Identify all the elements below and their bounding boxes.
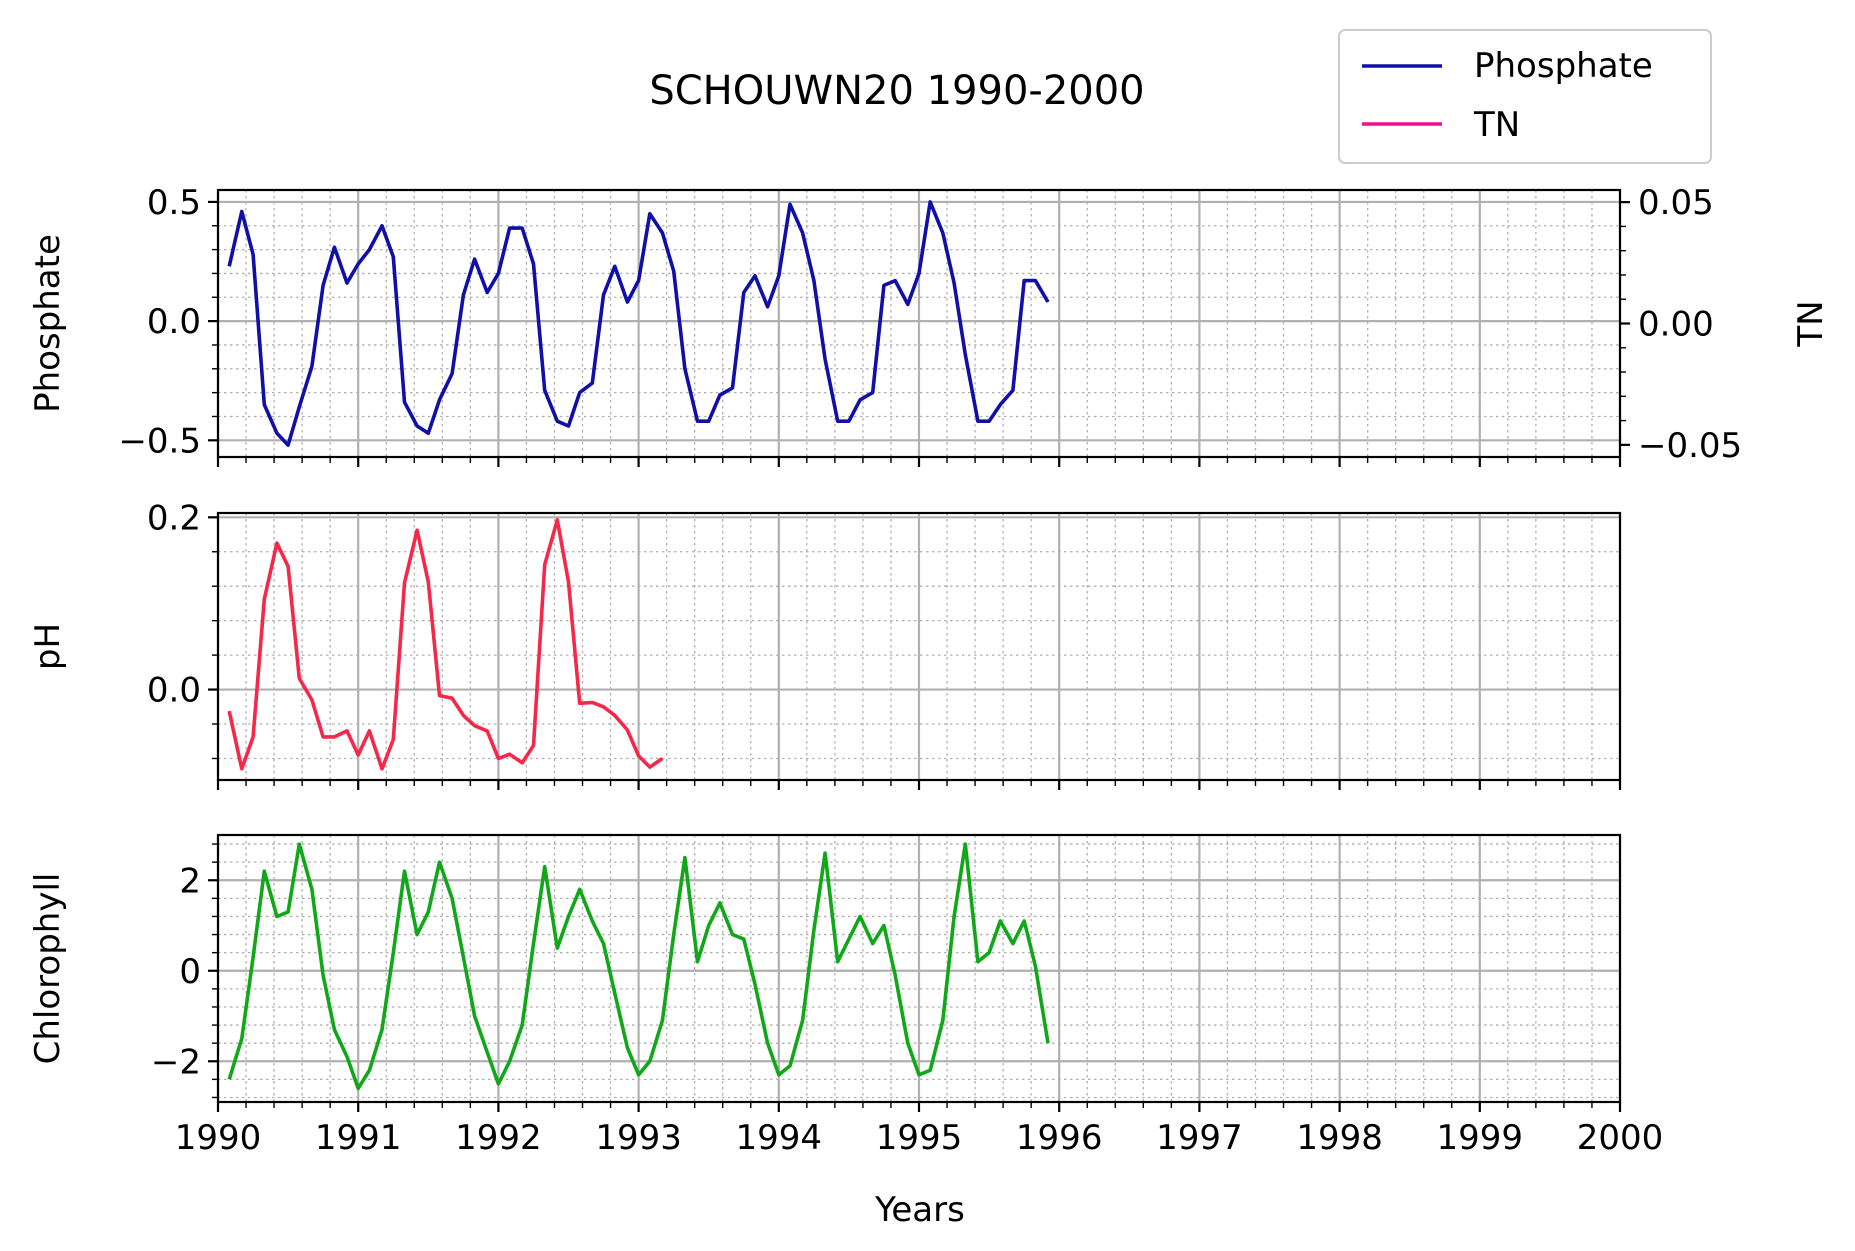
x-tick-label: 1990 — [175, 1118, 262, 1158]
series-line-ph — [227, 518, 664, 771]
panels: −0.5 0.0 0.5 −0.05 0.00 0.05 TN Phosphate 0.0 0.2… — [28, 183, 1831, 1158]
y2-tick-label: 0.05 — [1638, 183, 1714, 223]
x-tick-label: 1994 — [736, 1118, 823, 1158]
panel-chlorophyll: −2 0 2 Chlorophyll 1990 1991 1992 1993 1994 1995 1… — [28, 833, 1664, 1158]
x-tick-label: 1993 — [595, 1118, 682, 1158]
plot-frame — [216, 188, 1622, 459]
legend-label-phosphate: Phosphate — [1474, 46, 1653, 86]
y2-tick-label: −0.05 — [1638, 426, 1742, 466]
plot-frame — [216, 511, 1622, 782]
legend-box — [1338, 29, 1712, 164]
y-tick-label: 0.2 — [147, 498, 201, 538]
series-line-chlorophyll — [227, 842, 1050, 1091]
y-tick-label: 0.0 — [147, 302, 201, 342]
y-tick-label: 0 — [179, 952, 201, 992]
x-tick-label: 1996 — [1016, 1118, 1103, 1158]
x-tick-label: 1992 — [455, 1118, 542, 1158]
chart-title: SCHOUWN20 1990-2000 — [649, 68, 1144, 114]
y-axis-label: pH — [28, 623, 68, 670]
y-tick-label: 2 — [179, 861, 201, 901]
legend-label-tn: TN — [1473, 105, 1520, 145]
y2-tick-label: 0.00 — [1638, 305, 1714, 345]
panel-phosphate: −0.5 0.0 0.5 −0.05 0.00 0.05 TN Phosphate — [28, 183, 1831, 467]
x-tick-label: 1995 — [876, 1118, 963, 1158]
x-axis-label: Years — [874, 1190, 965, 1230]
y-axis-label: Chlorophyll — [28, 873, 68, 1065]
y-tick-label: 0.5 — [147, 183, 201, 223]
series-line-phosphate — [227, 200, 1050, 447]
panel-ph: 0.0 0.2 pH — [28, 498, 1622, 790]
x-tick-label: 1991 — [315, 1118, 402, 1158]
plot-frame — [216, 833, 1622, 1104]
legend: Phosphate TN — [1338, 29, 1712, 164]
y-tick-label: −2 — [151, 1042, 201, 1082]
x-tick-label: 1999 — [1437, 1118, 1524, 1158]
x-tick-label: 1998 — [1296, 1118, 1383, 1158]
x-tick-label: 2000 — [1577, 1118, 1664, 1158]
x-tick-label: 1997 — [1156, 1118, 1243, 1158]
y2-axis-label: TN — [1791, 300, 1831, 347]
y-tick-label: −0.5 — [118, 421, 201, 461]
y-axis-label: Phosphate — [28, 234, 68, 413]
y-tick-label: 0.0 — [147, 671, 201, 711]
